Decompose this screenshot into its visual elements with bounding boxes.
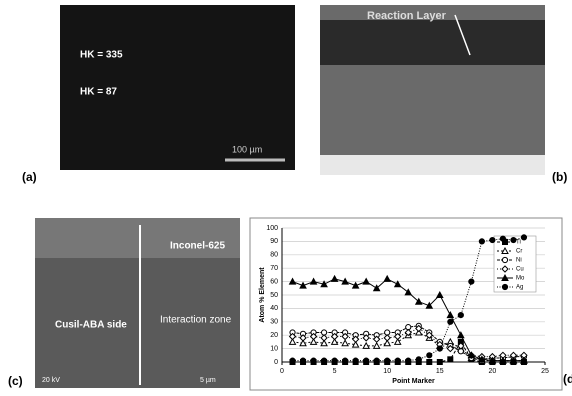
y-tick-label: 100 (266, 225, 278, 232)
panel-label: (c) (8, 374, 23, 388)
data-marker (300, 358, 305, 363)
x-tick-label: 25 (541, 368, 549, 375)
data-marker (353, 358, 358, 363)
data-marker (521, 235, 526, 240)
legend-label: Cr (516, 249, 522, 255)
legend-box (494, 236, 536, 292)
data-marker (427, 353, 432, 358)
micrograph-c-top (35, 218, 240, 258)
legend-label: Cu (516, 267, 524, 273)
data-marker (332, 358, 337, 363)
panel-label: (d (563, 372, 572, 386)
data-marker (385, 358, 390, 363)
data-marker (458, 313, 463, 318)
data-marker (321, 358, 326, 363)
legend-marker (502, 284, 507, 289)
data-marker (374, 358, 379, 363)
panel-label: (b) (552, 170, 567, 184)
x-tick-label: 15 (436, 368, 444, 375)
data-marker (448, 357, 453, 362)
y-tick-label: 60 (270, 278, 278, 285)
legend-label: Ag (516, 285, 523, 291)
y-tick-label: 10 (270, 345, 278, 352)
y-tick-label: 20 (270, 332, 278, 339)
legend-label: Mo (516, 276, 525, 282)
data-marker (469, 279, 474, 284)
y-axis-label: Atom % Element (259, 267, 266, 323)
legend-marker (502, 257, 507, 262)
image-annotation: 100 µm (232, 144, 262, 154)
image-annotation: 20 kV (42, 377, 60, 384)
data-marker (437, 346, 442, 351)
y-tick-label: 90 (270, 238, 278, 245)
image-annotation: Cusil-ABA side (55, 320, 127, 331)
legend-label: Ti (516, 240, 521, 246)
data-marker (406, 358, 411, 363)
data-marker (290, 358, 295, 363)
x-tick-label: 20 (489, 368, 497, 375)
data-marker (479, 239, 484, 244)
image-annotation: 5 µm (200, 377, 216, 384)
image-annotation: HK = 335 (80, 50, 123, 61)
y-tick-label: 30 (270, 319, 278, 326)
x-tick-label: 5 (333, 368, 337, 375)
image-annotation: Interaction zone (160, 315, 232, 326)
data-marker (500, 236, 505, 241)
figure: (a) (b) (c) (d HK = 335 HK = 87 100 µm Reaction… (0, 0, 572, 396)
y-tick-label: 50 (270, 292, 278, 299)
micrograph-b-band (320, 20, 545, 65)
data-marker (448, 319, 453, 324)
data-marker (427, 360, 432, 365)
legend-label: Ni (516, 258, 522, 264)
image-annotation: Inconel-625 (170, 241, 225, 252)
x-tick-label: 10 (383, 368, 391, 375)
y-tick-label: 80 (270, 252, 278, 259)
micrograph-b-info (320, 155, 545, 175)
data-marker (416, 357, 421, 362)
panel-label: (a) (22, 170, 37, 184)
data-marker (395, 358, 400, 363)
y-tick-label: 0 (274, 359, 278, 366)
data-marker (437, 360, 442, 365)
data-marker (343, 358, 348, 363)
data-marker (490, 237, 495, 242)
y-tick-label: 40 (270, 305, 278, 312)
image-annotation: HK = 87 (80, 87, 117, 98)
x-axis-label: Point Marker (392, 378, 435, 385)
x-tick-label: 0 (280, 368, 284, 375)
data-marker (364, 358, 369, 363)
y-tick-label: 70 (270, 265, 278, 272)
data-marker (311, 358, 316, 363)
image-annotation: Reaction Layer (367, 10, 447, 22)
data-marker (511, 237, 516, 242)
